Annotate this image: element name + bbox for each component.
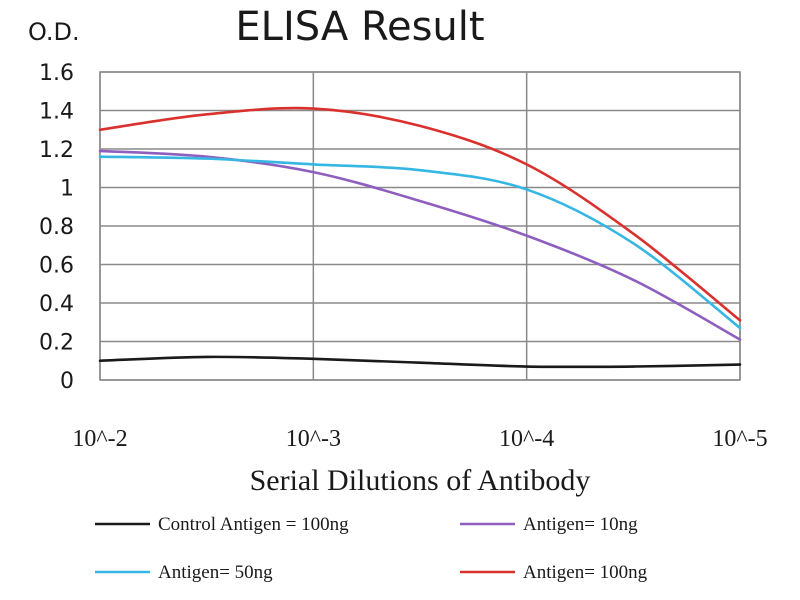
y-tick-label: 1.4 <box>39 100 74 125</box>
y-tick-labels: 0 0.2 0.4 0.6 0.8 1 1.2 1.4 1.6 <box>39 61 74 394</box>
plot-frame <box>99 71 741 381</box>
y-tick-label: 0.4 <box>39 292 74 317</box>
legend-label-antigen-50ng: Antigen= 50ng <box>158 562 273 583</box>
chart-title: ELISA Result <box>235 4 484 50</box>
x-tick-label: 10^-3 <box>286 426 341 452</box>
legend-label-antigen-10ng: Antigen= 10ng <box>523 514 638 535</box>
y-tick-label: 1.2 <box>39 138 74 163</box>
series-line-antigen-10ng <box>98 149 742 341</box>
y-tick-label: 0 <box>60 369 74 394</box>
series-line-control-antigen-100ng <box>98 355 742 369</box>
y-tick-label: 0.6 <box>39 254 74 279</box>
legend-label-control-antigen-100ng: Control Antigen = 100ng <box>158 514 349 535</box>
x-tick-label: 10^-5 <box>712 426 767 452</box>
y-tick-label: 0.2 <box>39 331 74 356</box>
y-tick-label: 0.8 <box>39 215 74 240</box>
series-line-antigen-50ng <box>98 155 742 330</box>
series-line-antigen-100ng <box>98 106 742 322</box>
legend-label-antigen-100ng: Antigen= 100ng <box>523 562 648 583</box>
series-lines <box>98 106 742 369</box>
x-tick-label: 10^-4 <box>499 426 554 452</box>
grid-lines <box>99 71 741 381</box>
x-axis-label: Serial Dilutions of Antibody <box>250 464 591 497</box>
legend: Control Antigen = 100ng Antigen= 10ng Anti… <box>95 514 648 583</box>
x-tick-labels: 10^-2 10^-3 10^-4 10^-5 <box>72 426 767 452</box>
y-tick-label: 1.6 <box>39 61 74 86</box>
y-tick-label: 1 <box>60 177 74 202</box>
y-axis-label: O.D. <box>28 18 80 46</box>
x-tick-label: 10^-2 <box>72 426 127 452</box>
